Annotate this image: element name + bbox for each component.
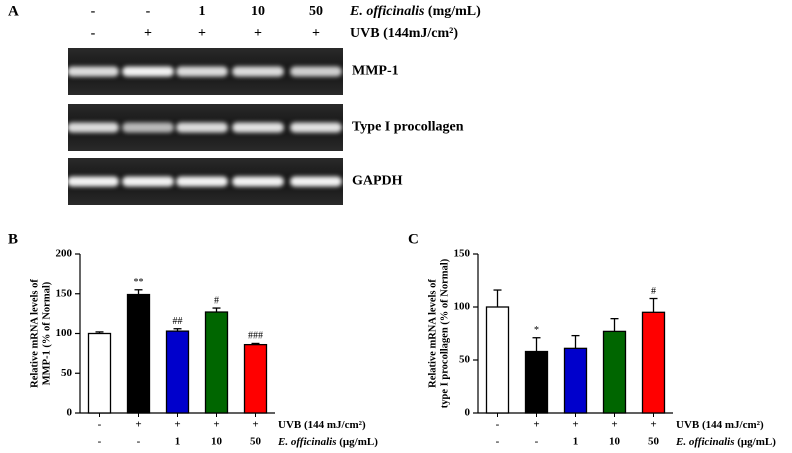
bar: [524, 350, 549, 414]
y-tick-label: 0: [67, 407, 73, 419]
significance: #: [651, 286, 656, 297]
header-label: +: [254, 26, 262, 41]
row-unit: (144 mJ/cm²): [304, 419, 366, 431]
bar: [87, 332, 112, 414]
treatment-label: 1: [573, 436, 579, 448]
header-label: +: [198, 26, 206, 41]
gel-band: [67, 176, 119, 187]
treatment-label: +: [533, 419, 539, 431]
row-unit: (mg/mL): [428, 4, 481, 19]
gel-band: [67, 122, 119, 133]
bar: [126, 293, 151, 414]
treatment-label: -: [137, 436, 141, 448]
row-unit: (144mJ/cm²): [383, 26, 458, 41]
y-axis-label: MMP-1 (% of Normal): [41, 281, 52, 385]
row-name: UVB (144 mJ/cm²): [676, 419, 764, 431]
header-label: +: [144, 26, 152, 41]
row-name-main: UVB: [350, 26, 380, 41]
treatment-label: -: [535, 436, 539, 448]
treatment-label: +: [252, 419, 258, 431]
gel-band: [232, 176, 284, 187]
header-label: 10: [251, 4, 265, 19]
row-unit: (μg/mL): [339, 436, 378, 448]
y-axis-label: Relative mRNA levels of: [427, 279, 438, 388]
gel-band: [122, 176, 174, 187]
gel-band: [176, 122, 228, 133]
y-tick-label: 100: [56, 327, 73, 339]
header-label: 1: [199, 4, 206, 19]
y-axis-label: Relative mRNA levels of: [29, 279, 40, 388]
treatment-label: 1: [175, 436, 181, 448]
treatment-label: -: [98, 419, 102, 431]
treatment-label: 10: [609, 436, 621, 448]
treatment-label: +: [135, 419, 141, 431]
gel-band: [122, 66, 174, 77]
gel-band: [122, 122, 174, 133]
y-tick-label: 150: [56, 287, 73, 299]
y-tick-label: 50: [459, 354, 471, 366]
significance: **: [134, 277, 144, 288]
row-name: E. officinalis (μg/mL): [675, 436, 776, 448]
treatment-label: +: [650, 419, 656, 431]
treatment-label: 50: [250, 436, 262, 448]
y-tick-label: 200: [56, 248, 73, 260]
gel-band: [290, 176, 342, 187]
row-unit: (μg/mL): [737, 436, 776, 448]
bar: [563, 347, 588, 414]
significance: ##: [173, 316, 183, 327]
treatment-label: +: [611, 419, 617, 431]
row-name-main: UVB: [676, 419, 700, 431]
significance: ###: [248, 331, 263, 342]
row-name-main: E. officinalis: [277, 436, 336, 448]
row-name: UVB (144 mJ/cm²): [278, 419, 366, 431]
y-tick-label: 0: [465, 407, 471, 419]
band-label: GAPDH: [352, 174, 403, 189]
row-name: E. officinalis (μg/mL): [277, 436, 378, 448]
row-name-main: UVB: [278, 419, 302, 431]
header-label: +: [312, 26, 320, 41]
gel-band: [290, 122, 342, 133]
header-label: -: [146, 4, 151, 19]
row-name-main: E. officinalis: [349, 4, 425, 19]
bar: [485, 306, 510, 414]
treatment-label: 50: [648, 436, 660, 448]
y-tick-label: 100: [454, 301, 471, 313]
y-tick-label: 50: [61, 367, 73, 379]
gel-band: [67, 66, 119, 77]
row-name-main: E. officinalis: [675, 436, 734, 448]
bar: [165, 330, 190, 414]
header-label: -: [91, 4, 96, 19]
gel-band: [232, 122, 284, 133]
gel-band: [176, 66, 228, 77]
gel-band: [232, 66, 284, 77]
bar: [602, 330, 627, 414]
y-axis-label: type I procollagen (% of Normal): [439, 258, 450, 408]
bar: [641, 311, 666, 414]
gel-band: [290, 66, 342, 77]
band-label: Type I procollagen: [352, 120, 464, 135]
treatment-label: +: [572, 419, 578, 431]
gel-band: [176, 176, 228, 187]
treatment-label: +: [174, 419, 180, 431]
header-label: 50: [309, 4, 323, 19]
row-name: E. officinalis (mg/mL): [349, 4, 481, 19]
significance: *: [534, 325, 539, 336]
treatment-label: -: [98, 436, 102, 448]
header-label: -: [91, 26, 96, 41]
row-name: UVB (144mJ/cm²): [350, 26, 458, 41]
bar: [204, 311, 229, 414]
treatment-label: +: [213, 419, 219, 431]
bar: [243, 343, 268, 414]
y-tick-label: 150: [454, 248, 471, 260]
treatment-label: 10: [211, 436, 223, 448]
significance: #: [214, 295, 219, 306]
panel-label: B: [8, 231, 18, 247]
band-label: MMP-1: [352, 64, 399, 79]
treatment-label: -: [496, 419, 500, 431]
panel-label: C: [408, 231, 419, 247]
panel-label: A: [8, 3, 19, 19]
treatment-label: -: [496, 436, 500, 448]
row-unit: (144 mJ/cm²): [702, 419, 764, 431]
